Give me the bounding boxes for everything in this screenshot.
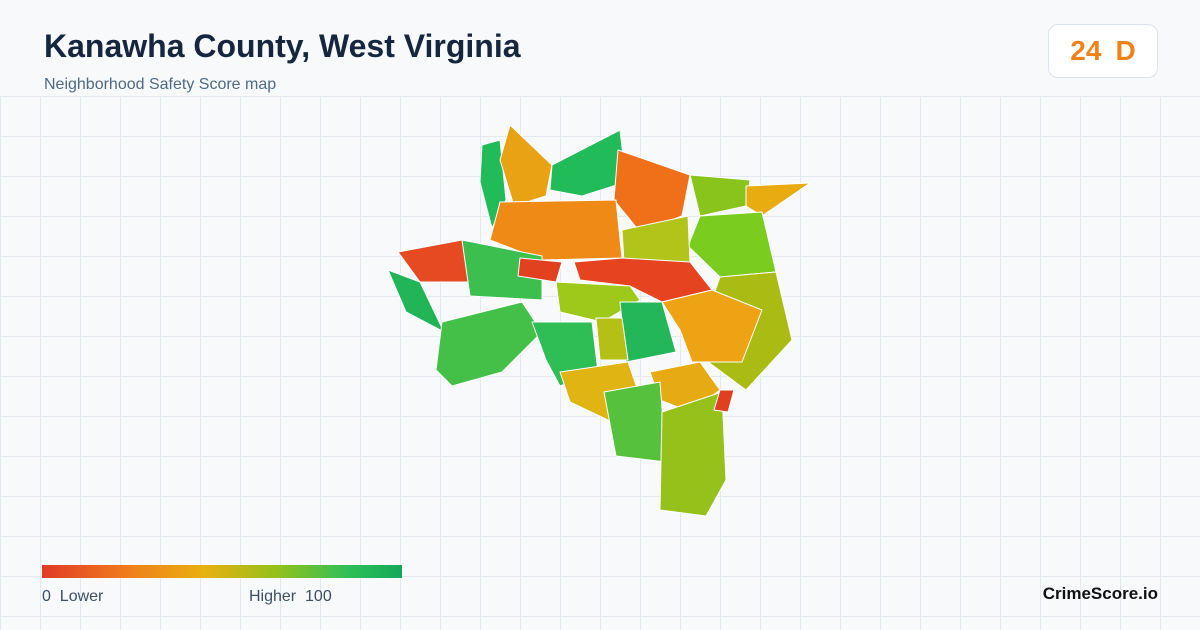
region [595,317,629,361]
brand: CrimeScore.io [1042,584,1158,603]
legend-high: Higher 100 [249,588,332,606]
region [659,391,727,517]
region [499,124,553,207]
region [661,289,763,363]
legend-max-label: Higher [249,588,297,605]
region [687,211,777,278]
legend-max: 100 [305,588,332,605]
region [489,199,623,261]
score-value: 24 [1070,35,1102,66]
legend-min: 0 [42,588,51,605]
region [713,389,735,413]
region [461,239,543,301]
score-grade: D [1115,35,1136,66]
region [689,174,751,217]
region [549,129,627,197]
legend-gradient [42,565,402,578]
subtitle: Neighborhood Safety Score map [44,76,277,93]
region [745,182,811,217]
legend-low: 0 Lower [42,588,103,606]
region [397,239,473,283]
region [603,381,667,463]
region [435,301,543,387]
legend-min-label: Lower [59,588,104,605]
title: Kanawha County, West Virginia [44,28,521,64]
score-badge: 24 D [1048,24,1158,78]
